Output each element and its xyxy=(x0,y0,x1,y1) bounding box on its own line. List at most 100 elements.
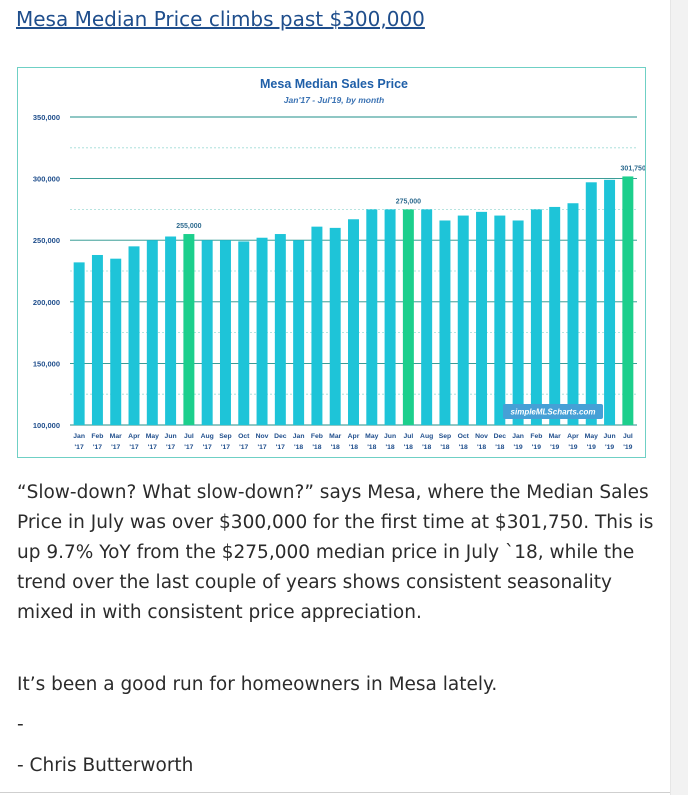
x-tick-year: '17 xyxy=(276,444,285,451)
bar-jan-18 xyxy=(293,240,305,425)
x-tick-year: '17 xyxy=(221,444,230,451)
x-tick-month: Dec xyxy=(494,433,507,440)
bar-mar-18 xyxy=(329,227,341,425)
x-tick-year: '18 xyxy=(459,444,468,451)
x-tick-month: May xyxy=(585,433,598,440)
x-tick-year: '18 xyxy=(294,444,303,451)
x-tick-month: Mar xyxy=(549,433,561,440)
page-scroll-gutter xyxy=(670,0,688,795)
x-tick-month: Jul xyxy=(403,433,413,440)
y-tick-label: 350,000 xyxy=(33,113,60,122)
x-tick-year: '17 xyxy=(239,444,248,451)
article-paragraph-summary: “Slow-down? What slow-down?” says Mesa, … xyxy=(17,482,654,623)
bar-oct-17 xyxy=(238,241,250,425)
bar-jul-19 xyxy=(622,176,634,425)
bar-sep-17 xyxy=(219,240,231,425)
bar-apr-18 xyxy=(348,219,359,425)
x-tick-month: Feb xyxy=(311,433,323,440)
x-tick-year: '19 xyxy=(623,444,632,451)
x-tick-month: Oct xyxy=(458,433,470,440)
x-tick-month: Aug xyxy=(201,433,214,440)
x-tick-year: '17 xyxy=(129,444,138,451)
x-tick-month: Nov xyxy=(256,433,269,440)
x-tick-month: Feb xyxy=(530,433,542,440)
x-tick-month: May xyxy=(365,433,378,440)
article-body: “Slow-down? What slow-down?” says Mesa, … xyxy=(17,478,657,776)
bar-jan-19 xyxy=(512,220,524,425)
x-tick-month: Jan xyxy=(512,433,524,440)
x-tick-month: Jan xyxy=(73,433,85,440)
x-tick-month: Jun xyxy=(165,433,177,440)
bar-nov-17 xyxy=(256,237,268,425)
x-tick-year: '17 xyxy=(257,444,266,451)
data-label: 255,000 xyxy=(176,223,201,230)
watermark-text: simpleMLScharts.com xyxy=(511,408,596,417)
x-tick-month: May xyxy=(146,433,159,440)
x-tick-month: Mar xyxy=(110,433,122,440)
article-paragraph-closing: It’s been a good run for homeowners in M… xyxy=(17,674,498,695)
x-tick-month: Jul xyxy=(623,433,633,440)
bar-dec-18 xyxy=(494,215,506,425)
bar-may-19 xyxy=(585,182,597,425)
bar-feb-18 xyxy=(311,226,323,425)
x-tick-year: '18 xyxy=(422,444,431,451)
x-tick-year: '18 xyxy=(367,444,376,451)
x-tick-month: Feb xyxy=(91,433,103,440)
bar-feb-19 xyxy=(530,209,542,425)
x-tick-year: '17 xyxy=(166,444,175,451)
x-tick-month: Nov xyxy=(475,433,488,440)
y-tick-label: 200,000 xyxy=(33,298,60,307)
watermark-background xyxy=(503,404,603,419)
y-tick-label: 100,000 xyxy=(33,421,60,430)
x-tick-year: '19 xyxy=(532,444,541,451)
chart-bars xyxy=(73,176,634,425)
bar-jun-19 xyxy=(604,179,616,425)
x-tick-year: '18 xyxy=(477,444,486,451)
bar-may-18 xyxy=(366,209,378,425)
y-tick-label: 300,000 xyxy=(33,175,60,184)
x-tick-year: '19 xyxy=(514,444,523,451)
bar-aug-18 xyxy=(421,209,433,425)
bar-mar-17 xyxy=(110,258,122,425)
x-tick-year: '19 xyxy=(605,444,614,451)
x-tick-month: Apr xyxy=(128,433,140,440)
x-tick-year: '18 xyxy=(349,444,358,451)
x-tick-month: Jun xyxy=(604,433,616,440)
page-bottom-divider xyxy=(0,792,670,793)
x-tick-month: Jun xyxy=(384,433,396,440)
bar-dec-17 xyxy=(274,234,286,425)
x-tick-month: Oct xyxy=(238,433,250,440)
bar-apr-17 xyxy=(128,246,140,425)
x-tick-year: '19 xyxy=(568,444,577,451)
x-tick-month: Apr xyxy=(348,433,360,440)
y-tick-label: 250,000 xyxy=(33,236,60,245)
x-tick-year: '17 xyxy=(75,444,84,451)
x-tick-month: Dec xyxy=(274,433,287,440)
bar-aug-17 xyxy=(201,240,213,425)
x-tick-year: '18 xyxy=(331,444,340,451)
x-tick-year: '17 xyxy=(148,444,157,451)
x-tick-year: '19 xyxy=(550,444,559,451)
bar-feb-17 xyxy=(91,254,103,425)
bar-oct-18 xyxy=(457,215,469,425)
x-tick-year: '18 xyxy=(495,444,504,451)
bar-apr-19 xyxy=(567,203,579,425)
x-tick-year: '18 xyxy=(440,444,449,451)
x-tick-year: '17 xyxy=(111,444,120,451)
x-tick-year: '17 xyxy=(184,444,193,451)
bar-jan-17 xyxy=(73,262,85,425)
bar-jun-17 xyxy=(165,236,177,425)
bar-mar-19 xyxy=(549,206,561,425)
watermark-badge: simpleMLScharts.com xyxy=(503,404,603,419)
chart-subtitle: Jan'17 - Jul'19, by month xyxy=(284,95,384,105)
article-author-signature: - Chris Butterworth xyxy=(17,755,194,776)
x-tick-month: Sep xyxy=(439,433,451,440)
x-tick-month: Sep xyxy=(219,433,231,440)
bar-sep-18 xyxy=(439,220,451,425)
x-axis-labels: Jan '17 Feb '17 Mar '17 Apr '17 May '17 Jun '17 Jul '… xyxy=(73,433,633,451)
x-tick-month: Apr xyxy=(567,433,579,440)
bar-jun-18 xyxy=(384,209,396,425)
article-headline-link[interactable]: Mesa Median Price climbs past $300,000 xyxy=(16,7,425,31)
median-price-chart: Mesa Median Sales Price Jan'17 - Jul'19,… xyxy=(33,77,645,451)
x-tick-year: '17 xyxy=(203,444,212,451)
